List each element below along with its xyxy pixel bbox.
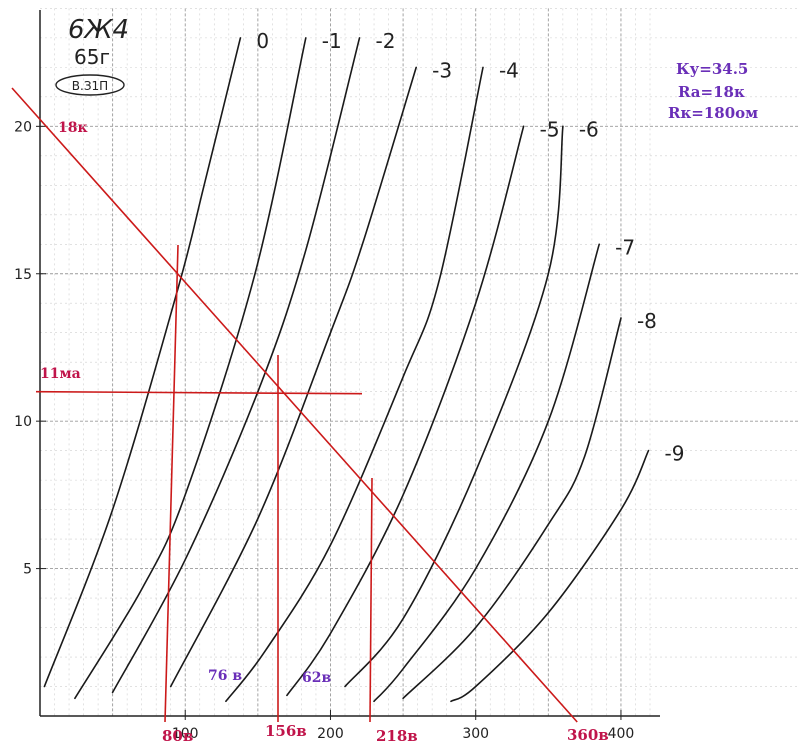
- ku-annotation: Ку=34.5: [676, 60, 748, 78]
- curve-label: -2: [376, 29, 396, 53]
- v360-annotation: 360в: [567, 726, 609, 744]
- curve-labels: 0 -1 -2 -3 -4 -5 -6 -7 -8 -9: [256, 29, 684, 466]
- r18k-annotation: 18к: [58, 120, 88, 136]
- curve-gm6: [344, 125, 564, 688]
- curve-gm7: [373, 243, 600, 703]
- curve-gm2: [111, 37, 361, 694]
- y-tick-label: 15: [14, 267, 32, 283]
- curve-label: -6: [579, 117, 599, 141]
- stamp-oval: [55, 74, 125, 96]
- curve-gm1: [74, 37, 307, 700]
- curve-gm5: [286, 125, 525, 697]
- curve-label: 0: [256, 29, 269, 53]
- rk-annotation: Rк=180ом: [668, 104, 758, 122]
- y-tick-label: 10: [14, 414, 32, 430]
- axes: [39, 10, 660, 717]
- curve-label: -1: [322, 29, 342, 53]
- ra-annotation: Ra=18к: [678, 83, 745, 101]
- d62-annotation: 62в: [302, 670, 331, 686]
- quiescent-current-line: [35, 390, 363, 395]
- curve-gm9: [450, 449, 650, 703]
- grid: [40, 8, 800, 716]
- curve-label: -5: [540, 117, 560, 141]
- min-voltage-line: [164, 244, 179, 723]
- ma11-annotation: 11ма: [40, 366, 81, 382]
- year-label: 65г: [74, 45, 110, 69]
- curve-label: -4: [499, 58, 519, 82]
- curve-label: -7: [615, 235, 635, 259]
- curve-label: -8: [637, 309, 657, 333]
- curve-label: -9: [665, 442, 685, 466]
- v80-annotation: 80в: [162, 727, 193, 745]
- v156-annotation: 156в: [265, 722, 307, 740]
- y-tick-label: 20: [14, 119, 32, 135]
- load-line: [11, 87, 578, 723]
- x-tick-label: 400: [608, 726, 635, 742]
- load-line-construction: [11, 87, 578, 723]
- tick-labels: 100 200 300 400 5 10 15 20: [14, 119, 634, 742]
- stamp-label: В.З1П: [72, 79, 108, 93]
- y-tick-label: 5: [23, 562, 32, 578]
- tube-label: 6Ж4: [68, 15, 129, 45]
- max-voltage-line: [369, 477, 373, 723]
- curves: [43, 37, 650, 703]
- x-tick-label: 300: [462, 726, 489, 742]
- x-tick-label: 200: [317, 726, 344, 742]
- curve-gm4: [225, 66, 484, 703]
- d76-annotation: 76 в: [208, 668, 242, 684]
- curve-gm3: [169, 66, 417, 688]
- curve-gm8: [402, 317, 622, 700]
- curve-g0: [43, 37, 242, 688]
- x-tick-label: 100: [172, 726, 199, 742]
- curve-label: -3: [432, 58, 452, 82]
- v218-annotation: 218в: [376, 727, 418, 745]
